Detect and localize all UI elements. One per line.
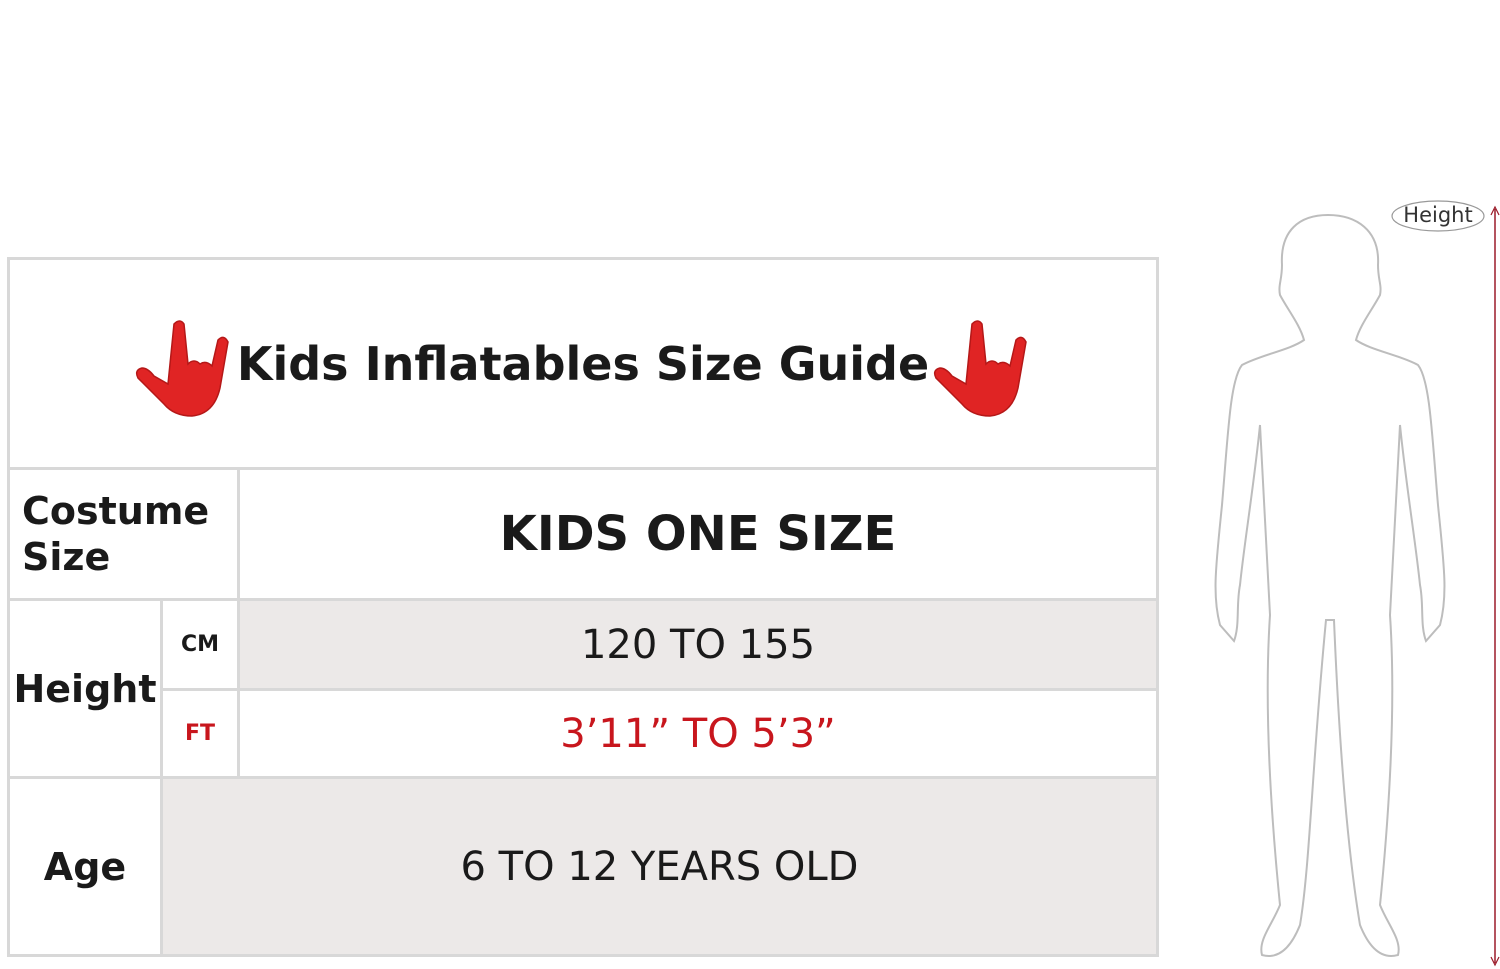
cm-label-cell: CM <box>160 598 240 691</box>
height-label: Height <box>13 666 157 711</box>
rock-hand-icon <box>135 320 229 417</box>
ft-label: FT <box>184 721 216 746</box>
ft-value-cell: 3’11” TO 5’3” <box>237 688 1159 779</box>
height-label-cell: Height <box>7 598 163 779</box>
costume-size-label-cell: Costume Size <box>7 467 240 601</box>
ft-value: 3’11” TO 5’3” <box>560 710 836 757</box>
cm-value: 120 TO 155 <box>580 621 816 668</box>
child-silhouette <box>1214 213 1446 957</box>
cm-value-cell: 120 TO 155 <box>237 598 1159 691</box>
age-label-cell: Age <box>7 776 163 957</box>
height-label-ellipse <box>1391 200 1485 232</box>
cm-label: CM <box>180 632 220 657</box>
costume-size-label: Costume Size <box>22 489 210 579</box>
height-arrow <box>1490 205 1500 967</box>
costume-size-value: KIDS ONE SIZE <box>499 506 897 562</box>
rock-hand-icon <box>933 320 1027 417</box>
ft-label-cell: FT <box>160 688 240 779</box>
age-label: Age <box>43 844 127 889</box>
figure-height-label: Height <box>1403 203 1473 227</box>
age-value: 6 TO 12 YEARS OLD <box>460 843 859 890</box>
costume-size-value-cell: KIDS ONE SIZE <box>237 467 1159 601</box>
page-title: Kids Inflatables Size Guide <box>236 336 930 391</box>
age-value-cell: 6 TO 12 YEARS OLD <box>160 776 1159 957</box>
